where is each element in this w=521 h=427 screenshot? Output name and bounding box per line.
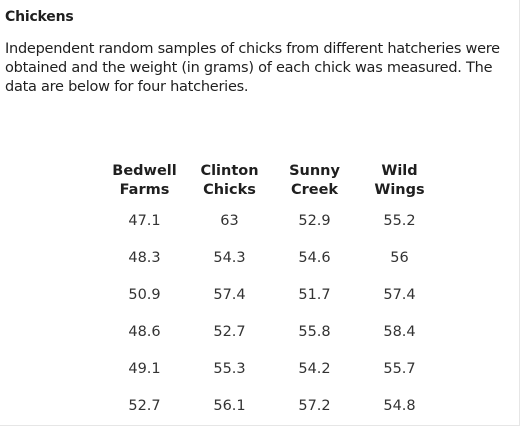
table-cell: 48.3 [128,249,161,266]
table-cell: 56 [390,249,409,266]
column-header-sunny-creek: Sunny Creek [272,160,357,202]
table-cell: 48.6 [128,323,161,340]
data-table: Bedwell Farms Clinton Chicks Sunny Creek… [102,160,442,424]
table-cell: 51.7 [298,286,331,303]
header-line: Farms [119,182,170,198]
table-cell: 52.9 [298,212,331,229]
header-line: Chicks [203,182,256,198]
header-line: Wild [381,163,418,179]
header-line: Clinton [200,163,259,179]
table-cell: 58.4 [383,323,416,340]
table-row: 48.6 52.7 55.8 58.4 [102,313,442,350]
table-cell: 57.4 [383,286,416,303]
table-cell: 55.7 [383,360,416,377]
table-cell: 57.4 [213,286,246,303]
table-cell: 52.7 [213,323,246,340]
table-cell: 52.7 [128,397,161,414]
table-cell: 49.1 [128,360,161,377]
table-row: 50.9 57.4 51.7 57.4 [102,276,442,313]
table-cell: 55.3 [213,360,246,377]
table-cell: 63 [220,212,239,229]
description: Independent random samples of chicks fro… [5,41,500,95]
page-title: Chickens [5,9,74,25]
table-row: 49.1 55.3 54.2 55.7 [102,350,442,387]
column-header-clinton-chicks: Clinton Chicks [187,160,272,202]
table-row: 48.3 54.3 54.6 56 [102,239,442,276]
table-cell: 50.9 [128,286,161,303]
header-line: Creek [290,182,339,198]
table-cell: 54.3 [213,249,246,266]
table-row: 47.1 63 52.9 55.2 [102,202,442,239]
table-cell: 57.2 [298,397,331,414]
table-cell: 55.8 [298,323,331,340]
table-cell: 55.2 [383,212,416,229]
header-line: Bedwell [112,163,177,179]
table-cell: 54.6 [298,249,331,266]
table-cell: 54.2 [298,360,331,377]
column-header-bedwell-farms: Bedwell Farms [102,160,187,202]
header-line: Sunny [289,163,340,179]
column-header-wild-wings: Wild Wings [357,160,442,202]
table-row: 52.7 56.1 57.2 54.8 [102,387,442,424]
table-cell: 56.1 [213,397,246,414]
header-row: Bedwell Farms Clinton Chicks Sunny Creek… [102,160,442,202]
table-cell: 47.1 [128,212,161,229]
table-cell: 54.8 [383,397,416,414]
header-line: Wings [374,182,425,198]
